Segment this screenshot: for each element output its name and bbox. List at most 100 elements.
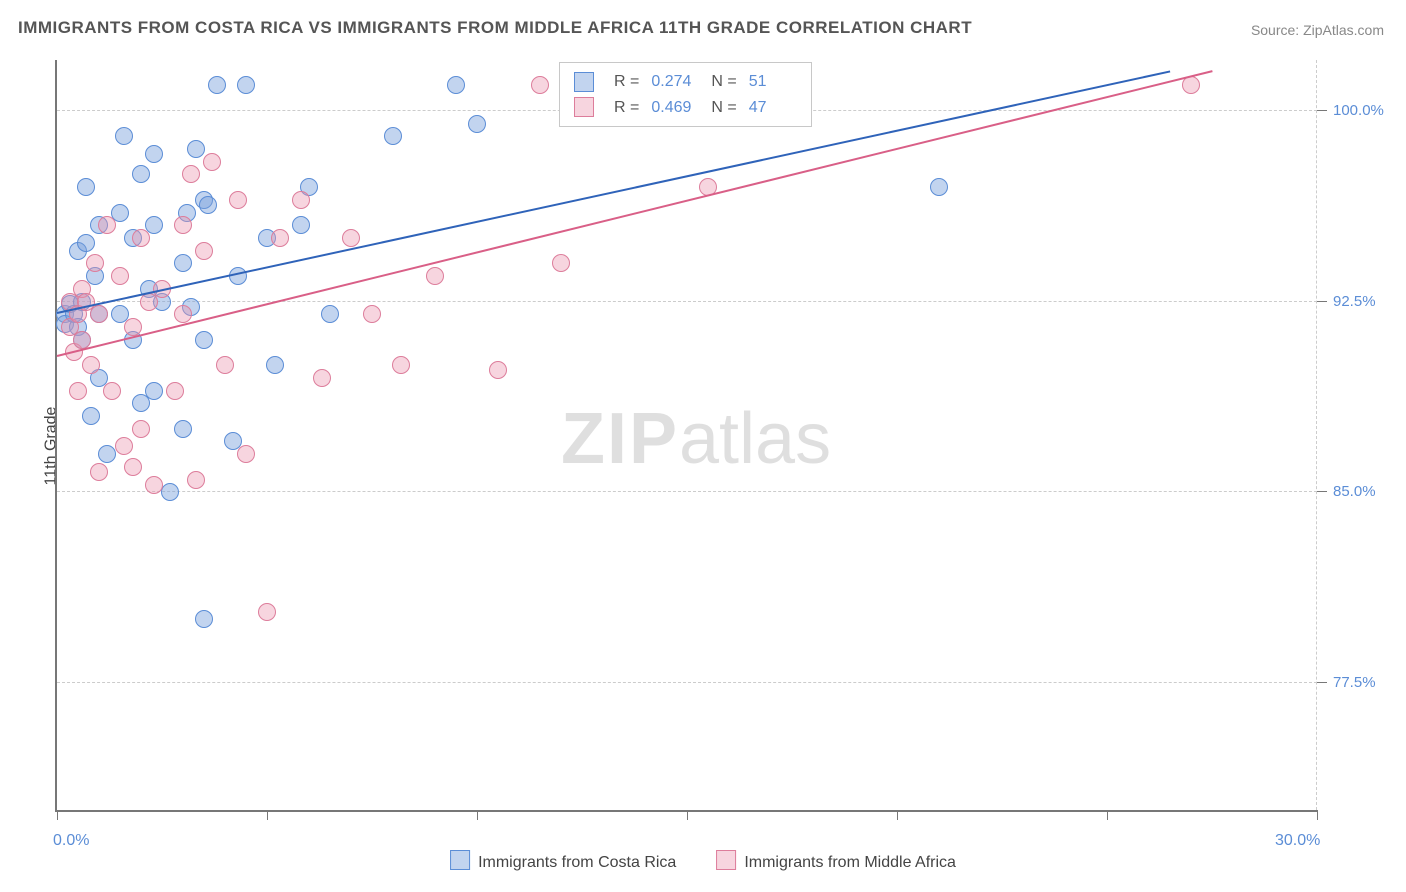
data-point (98, 445, 116, 463)
swatch-a-icon (574, 72, 594, 92)
swatch-costa-rica (450, 850, 470, 870)
data-point (384, 127, 402, 145)
stat-r-value-b: 0.469 (651, 95, 699, 121)
data-point (342, 229, 360, 247)
stat-r-label-b: R = (614, 95, 639, 121)
data-point (132, 229, 150, 247)
data-point (313, 369, 331, 387)
data-point (216, 356, 234, 374)
legend-stats-box: R = 0.274 N = 51 R = 0.469 N = 47 (559, 62, 812, 127)
x-tick (1107, 810, 1108, 820)
data-point (115, 127, 133, 145)
legend-stats-row-b: R = 0.469 N = 47 (574, 95, 797, 121)
legend-label-costa-rica: Immigrants from Costa Rica (478, 854, 676, 871)
x-axis-max-label: 30.0% (1275, 832, 1320, 850)
legend-item-costa-rica: Immigrants from Costa Rica (450, 850, 676, 872)
data-point (174, 305, 192, 323)
data-point (237, 445, 255, 463)
data-point (392, 356, 410, 374)
stat-r-value-a: 0.274 (651, 69, 699, 95)
data-point (552, 254, 570, 272)
y-tick-label: 92.5% (1333, 293, 1376, 310)
data-point (266, 356, 284, 374)
data-point (90, 305, 108, 323)
data-point (161, 483, 179, 501)
swatch-b-icon (574, 97, 594, 117)
y-tick (1317, 491, 1327, 492)
y-tick (1317, 110, 1327, 111)
data-point (489, 361, 507, 379)
legend-label-middle-africa: Immigrants from Middle Africa (744, 854, 956, 871)
data-point (271, 229, 289, 247)
x-tick (267, 810, 268, 820)
data-point (69, 382, 87, 400)
gridline (57, 491, 1317, 492)
data-point (82, 407, 100, 425)
data-point (187, 140, 205, 158)
x-tick (477, 810, 478, 820)
data-point (292, 191, 310, 209)
stat-r-label-a: R = (614, 69, 639, 95)
watermark: ZIPatlas (561, 398, 831, 480)
gridline (57, 682, 1317, 683)
x-tick (1317, 810, 1318, 820)
watermark-rest: atlas (679, 399, 831, 479)
scatter-plot-area: ZIPatlas (55, 60, 1317, 812)
data-point (203, 153, 221, 171)
data-point (195, 610, 213, 628)
data-point (77, 234, 95, 252)
y-tick-label: 77.5% (1333, 674, 1376, 691)
data-point (930, 178, 948, 196)
x-tick (57, 810, 58, 820)
data-point (90, 463, 108, 481)
data-point (82, 356, 100, 374)
stat-n-label-a: N = (711, 69, 736, 95)
data-point (86, 254, 104, 272)
plot-right-border (1316, 60, 1317, 810)
data-point (363, 305, 381, 323)
data-point (182, 165, 200, 183)
data-point (292, 216, 310, 234)
data-point (124, 318, 142, 336)
data-point (199, 196, 217, 214)
data-point (229, 191, 247, 209)
data-point (166, 382, 184, 400)
stat-n-value-b: 47 (749, 95, 797, 121)
y-tick-label: 100.0% (1333, 102, 1384, 119)
chart-title: IMMIGRANTS FROM COSTA RICA VS IMMIGRANTS… (18, 18, 972, 38)
y-tick-label: 85.0% (1333, 483, 1376, 500)
swatch-middle-africa (716, 850, 736, 870)
data-point (98, 216, 116, 234)
data-point (115, 437, 133, 455)
data-point (426, 267, 444, 285)
data-point (132, 420, 150, 438)
data-point (103, 382, 121, 400)
x-tick (687, 810, 688, 820)
y-tick (1317, 301, 1327, 302)
legend-item-middle-africa: Immigrants from Middle Africa (716, 850, 956, 872)
data-point (145, 476, 163, 494)
data-point (145, 382, 163, 400)
data-point (237, 76, 255, 94)
data-point (124, 458, 142, 476)
legend-stats-row-a: R = 0.274 N = 51 (574, 69, 797, 95)
data-point (468, 115, 486, 133)
data-point (195, 242, 213, 260)
source-attribution: Source: ZipAtlas.com (1251, 22, 1384, 38)
data-point (145, 145, 163, 163)
data-point (208, 76, 226, 94)
y-tick (1317, 682, 1327, 683)
data-point (132, 165, 150, 183)
data-point (531, 76, 549, 94)
stat-n-label-b: N = (711, 95, 736, 121)
data-point (321, 305, 339, 323)
data-point (1182, 76, 1200, 94)
data-point (258, 603, 276, 621)
legend-bottom: Immigrants from Costa Rica Immigrants fr… (450, 850, 956, 872)
data-point (174, 254, 192, 272)
data-point (174, 420, 192, 438)
watermark-bold: ZIP (561, 399, 679, 479)
x-tick (897, 810, 898, 820)
data-point (174, 216, 192, 234)
stat-n-value-a: 51 (749, 69, 797, 95)
